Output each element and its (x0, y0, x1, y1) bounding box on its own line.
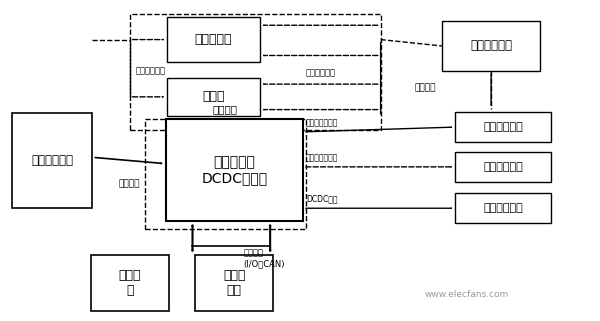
Text: 充电机高压输出: 充电机高压输出 (306, 118, 338, 127)
Bar (91, 255, 169, 311)
Text: 充电机低压输出: 充电机低压输出 (306, 153, 338, 162)
Text: 高压直流电源: 高压直流电源 (470, 39, 512, 52)
Text: www.elecfans.com: www.elecfans.com (425, 290, 509, 299)
Bar (455, 112, 551, 142)
Text: DCDC输出: DCDC输出 (306, 195, 337, 204)
Text: 可调阻性负载: 可调阻性负载 (483, 203, 523, 213)
Text: 示波器: 示波器 (202, 90, 224, 103)
Bar (455, 152, 551, 182)
Text: 控制计
算机: 控制计 算机 (223, 269, 245, 297)
Bar (145, 119, 306, 229)
Bar (455, 193, 551, 223)
Text: 电压模拟: 电压模拟 (415, 83, 436, 92)
Bar (166, 119, 303, 221)
Text: 输入信号采集: 输入信号采集 (136, 67, 166, 76)
Bar (167, 17, 260, 62)
Bar (167, 78, 260, 116)
Bar (442, 21, 541, 71)
Text: 冷却系
统: 冷却系 统 (119, 269, 141, 297)
Text: 输出信号采集: 输出信号采集 (305, 68, 335, 77)
Bar (12, 113, 92, 208)
Bar (130, 14, 380, 130)
Text: 车载充电机
DCDC变换器: 车载充电机 DCDC变换器 (201, 155, 268, 185)
Text: 可调阻性负载: 可调阻性负载 (483, 162, 523, 172)
Text: 交流输入: 交流输入 (118, 179, 140, 189)
Text: 可调交流电源: 可调交流电源 (31, 154, 73, 167)
Text: 功率分析仪: 功率分析仪 (194, 33, 232, 46)
Text: 控制信号
(I/O、CAN): 控制信号 (I/O、CAN) (243, 249, 285, 268)
Text: 可调阻性负载: 可调阻性负载 (483, 122, 523, 132)
Text: 温湿度箱: 温湿度箱 (213, 104, 238, 114)
Bar (196, 255, 273, 311)
